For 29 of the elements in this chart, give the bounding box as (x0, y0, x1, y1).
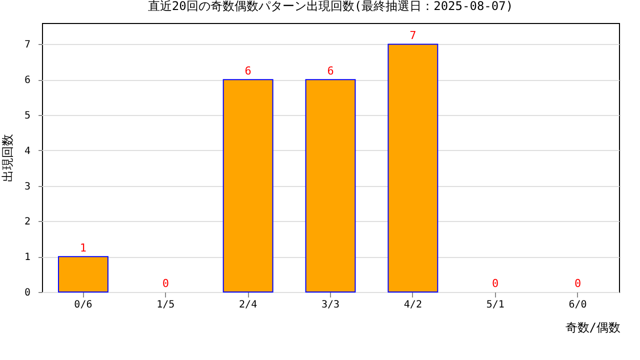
y-tick-label: 6 (24, 75, 30, 86)
x-tick-label: 1/5 (156, 300, 175, 310)
data-label: 0 (162, 277, 169, 290)
bar (222, 79, 274, 292)
x-tick-label: 6/0 (568, 300, 587, 310)
x-tick-label: 3/3 (321, 300, 340, 310)
y-tick-label: 2 (24, 216, 30, 228)
data-label: 6 (327, 64, 334, 78)
data-label: 7 (410, 29, 416, 42)
bar (305, 79, 356, 292)
y-tick-label: 7 (24, 40, 30, 51)
data-label: 6 (244, 64, 252, 78)
y-tick-label: 3 (24, 181, 30, 192)
y-tick-label: 4 (24, 146, 30, 157)
data-label: 1 (80, 242, 87, 255)
chart-title: 直近20回の奇数偶数パターン出現回数(最終抽選日：2025-08-07) (148, 0, 514, 13)
bar (388, 44, 438, 292)
y-tick-label: 0 (24, 288, 30, 298)
data-label: 0 (492, 277, 499, 290)
data-label: 0 (574, 277, 582, 290)
y-tick-label: 1 (24, 252, 30, 264)
y-tick-label: 5 (24, 110, 30, 122)
y-axis-title: 出現回数 (0, 134, 14, 182)
bar (58, 256, 108, 292)
x-axis-title: 奇数/偶数 (565, 320, 620, 334)
x-tick-label: 5/1 (486, 300, 504, 310)
x-tick-label: 4/2 (404, 300, 422, 310)
x-tick-label: 2/4 (239, 300, 258, 310)
x-tick-label: 0/6 (74, 300, 92, 310)
